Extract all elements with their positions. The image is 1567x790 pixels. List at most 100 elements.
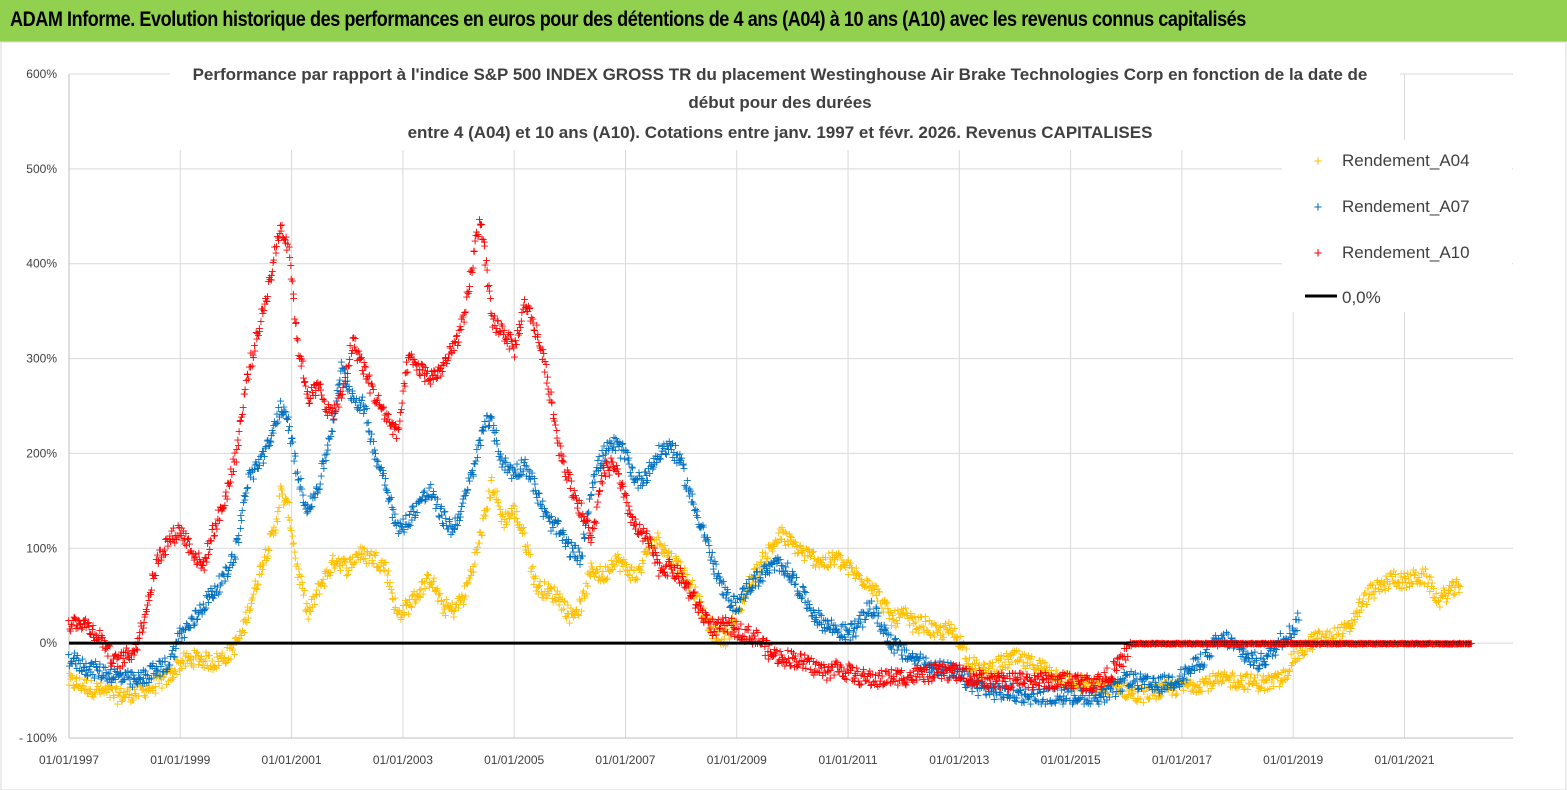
data-point: + [255,568,264,581]
data-point: + [167,662,176,675]
data-point: + [455,590,464,603]
data-point: + [464,572,473,585]
data-point: + [558,593,567,606]
data-point: + [528,560,537,573]
data-point: + [244,373,253,386]
data-point: + [208,655,217,668]
data-point: + [87,690,96,703]
data-point: + [149,672,158,685]
data-point: + [93,683,102,696]
data-point: + [599,575,608,588]
data-point: + [95,684,104,697]
data-point: + [440,601,449,614]
data-point: + [103,680,112,693]
data-point: + [1455,580,1464,593]
data-point: + [585,565,594,578]
data-point: + [312,588,321,601]
data-point: + [439,597,448,610]
data-point: + [85,685,94,698]
data-point: + [266,527,275,540]
data-point: + [456,594,465,607]
data-point: + [320,580,329,593]
data-point: + [264,542,273,555]
data-point: + [351,556,360,569]
data-point: + [154,677,163,690]
data-point: + [68,670,77,683]
data-point: + [545,582,554,595]
data-point: + [251,582,260,595]
data-point: + [163,664,172,677]
data-point: + [533,581,542,594]
data-point: + [526,565,535,578]
data-point: + [620,556,629,569]
data-point: + [124,691,133,704]
data-point: + [196,652,205,665]
data-point: + [493,496,502,509]
data-point: + [387,583,396,596]
data-point: + [1294,613,1303,626]
data-point: + [251,574,260,587]
data-point: + [506,510,515,523]
data-point: + [112,683,121,696]
data-point: + [218,655,227,668]
data-point: + [606,564,615,577]
data-point: + [202,649,211,662]
data-point: + [328,549,337,562]
data-point: + [679,462,688,475]
data-point: + [384,565,393,578]
data-point: + [145,682,154,695]
data-point: + [508,499,517,512]
data-point: + [121,691,130,704]
data-point: + [434,589,443,602]
data-point: + [271,527,280,540]
y-tick-label: 300% [26,352,57,366]
data-point: + [142,684,151,697]
data-point: + [161,665,170,678]
data-point: + [224,653,233,666]
data-point: + [307,593,316,606]
data-point: + [249,587,258,600]
data-point: + [194,658,203,671]
data-point: + [481,504,490,517]
data-point: + [637,566,646,579]
data-point: + [616,554,625,567]
data-point: + [98,683,107,696]
data-point: + [453,592,462,605]
data-point: + [623,564,632,577]
data-point: + [396,611,405,624]
data-point: + [206,659,215,672]
data-point: + [510,351,519,364]
data-point: + [543,582,552,595]
data-point: + [626,561,635,574]
data-point: + [226,652,235,665]
data-point: + [465,280,474,293]
data-point: + [206,663,215,676]
data-point: + [364,557,373,570]
data-point: + [140,689,149,702]
x-tick-label: 01/01/2005 [484,753,544,767]
data-point: + [277,484,286,497]
data-point: + [631,573,640,586]
data-point: + [535,575,544,588]
data-point: + [352,548,361,561]
data-point: + [248,592,257,605]
data-point: + [342,562,351,575]
data-point: + [66,669,75,682]
data-point: + [538,587,547,600]
data-point: + [408,589,417,602]
data-point: + [370,548,379,561]
data-point: + [246,603,255,616]
data-point: + [175,664,184,677]
data-point: + [626,574,635,587]
data-point: + [95,687,104,700]
data-point: + [281,494,290,507]
data-point: + [233,634,242,647]
data-point: + [567,607,576,620]
data-point: + [534,588,543,601]
data-point: + [519,521,528,534]
data-point: + [460,592,469,605]
data-point: + [614,551,623,564]
data-point: + [635,560,644,573]
data-point: + [214,659,223,672]
data-point: + [380,564,389,577]
